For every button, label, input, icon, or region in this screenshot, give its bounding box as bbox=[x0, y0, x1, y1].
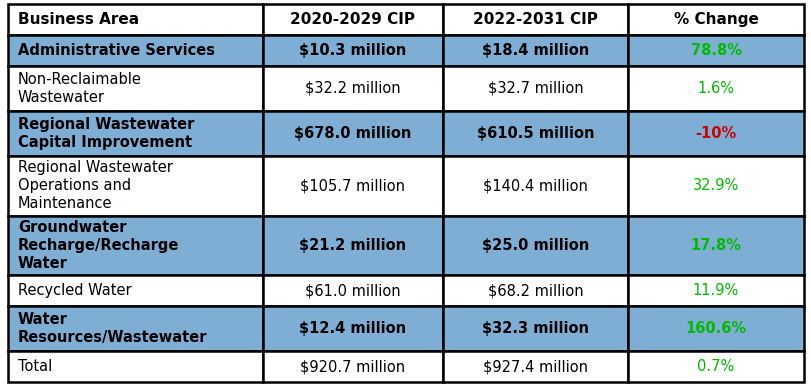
Bar bbox=[442, 306, 628, 351]
Text: Regional Wastewater
Capital Improvement: Regional Wastewater Capital Improvement bbox=[18, 117, 194, 150]
Text: $32.3 million: $32.3 million bbox=[481, 321, 588, 336]
Text: $140.4 million: $140.4 million bbox=[483, 178, 587, 193]
Bar bbox=[628, 306, 803, 351]
Text: Administrative Services: Administrative Services bbox=[18, 42, 215, 58]
Text: $68.2 million: $68.2 million bbox=[487, 283, 582, 298]
Text: 17.8%: 17.8% bbox=[689, 238, 740, 253]
Bar bbox=[8, 306, 263, 351]
Bar bbox=[8, 351, 263, 382]
Text: $32.2 million: $32.2 million bbox=[304, 81, 400, 96]
Text: $920.7 million: $920.7 million bbox=[300, 359, 405, 374]
Text: 2022-2031 CIP: 2022-2031 CIP bbox=[472, 12, 597, 27]
Bar bbox=[263, 111, 442, 156]
Bar bbox=[8, 111, 263, 156]
Bar bbox=[263, 275, 442, 306]
Bar bbox=[8, 4, 263, 35]
Bar bbox=[442, 111, 628, 156]
Text: % Change: % Change bbox=[673, 12, 757, 27]
Text: 32.9%: 32.9% bbox=[692, 178, 738, 193]
Bar bbox=[263, 351, 442, 382]
Text: Recycled Water: Recycled Water bbox=[18, 283, 131, 298]
Text: $678.0 million: $678.0 million bbox=[294, 126, 411, 141]
Text: Business Area: Business Area bbox=[18, 12, 139, 27]
Bar bbox=[442, 4, 628, 35]
Bar bbox=[8, 66, 263, 111]
Text: 11.9%: 11.9% bbox=[692, 283, 738, 298]
Bar bbox=[263, 216, 442, 275]
Bar bbox=[628, 216, 803, 275]
Bar bbox=[628, 66, 803, 111]
Bar bbox=[263, 306, 442, 351]
Bar bbox=[442, 156, 628, 216]
Text: $18.4 million: $18.4 million bbox=[481, 42, 588, 58]
Bar bbox=[8, 156, 263, 216]
Text: $21.2 million: $21.2 million bbox=[298, 238, 406, 253]
Bar bbox=[442, 216, 628, 275]
Bar bbox=[263, 35, 442, 66]
Text: 0.7%: 0.7% bbox=[697, 359, 734, 374]
Text: $12.4 million: $12.4 million bbox=[298, 321, 406, 336]
Text: $25.0 million: $25.0 million bbox=[481, 238, 588, 253]
Bar bbox=[8, 35, 263, 66]
Text: $927.4 million: $927.4 million bbox=[483, 359, 587, 374]
Text: $10.3 million: $10.3 million bbox=[298, 42, 406, 58]
Text: Groundwater
Recharge/Recharge
Water: Groundwater Recharge/Recharge Water bbox=[18, 220, 179, 271]
Bar bbox=[442, 351, 628, 382]
Text: 1.6%: 1.6% bbox=[697, 81, 734, 96]
Bar bbox=[442, 275, 628, 306]
Bar bbox=[628, 275, 803, 306]
Bar bbox=[628, 156, 803, 216]
Bar bbox=[442, 35, 628, 66]
Text: 160.6%: 160.6% bbox=[684, 321, 745, 336]
Bar bbox=[628, 351, 803, 382]
Bar bbox=[628, 4, 803, 35]
Text: Regional Wastewater
Operations and
Maintenance: Regional Wastewater Operations and Maint… bbox=[18, 160, 173, 211]
Text: Non-Reclaimable
Wastewater: Non-Reclaimable Wastewater bbox=[18, 72, 142, 105]
Text: $61.0 million: $61.0 million bbox=[304, 283, 400, 298]
Text: $610.5 million: $610.5 million bbox=[476, 126, 594, 141]
Text: -10%: -10% bbox=[694, 126, 736, 141]
Bar bbox=[8, 216, 263, 275]
Bar bbox=[8, 275, 263, 306]
Bar bbox=[263, 66, 442, 111]
Text: Total: Total bbox=[18, 359, 52, 374]
Text: Water
Resources/Wastewater: Water Resources/Wastewater bbox=[18, 312, 207, 345]
Bar bbox=[442, 66, 628, 111]
Bar bbox=[628, 111, 803, 156]
Text: $105.7 million: $105.7 million bbox=[300, 178, 405, 193]
Text: 2020-2029 CIP: 2020-2029 CIP bbox=[290, 12, 414, 27]
Bar bbox=[628, 35, 803, 66]
Text: 78.8%: 78.8% bbox=[689, 42, 740, 58]
Bar bbox=[263, 156, 442, 216]
Text: $32.7 million: $32.7 million bbox=[487, 81, 582, 96]
Bar bbox=[263, 4, 442, 35]
